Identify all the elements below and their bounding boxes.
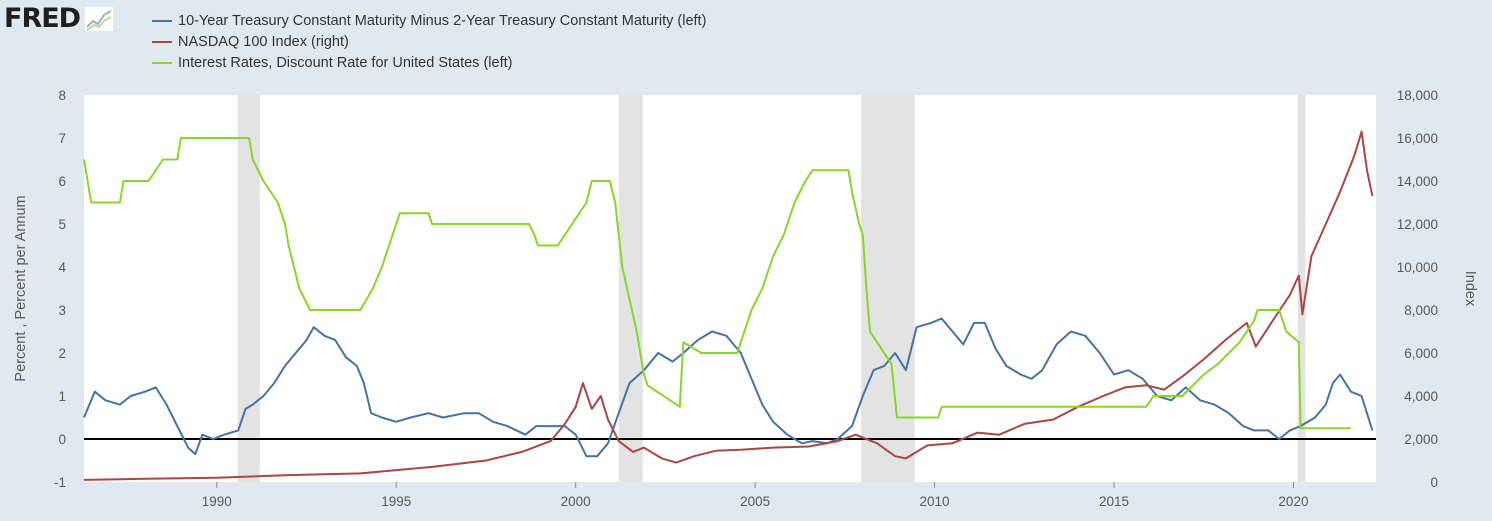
recession-band-3 <box>1297 95 1306 482</box>
legend-item-0[interactable]: 10-Year Treasury Constant Maturity Minus… <box>152 10 706 31</box>
y-tick-label-left-8: 7 <box>58 131 66 146</box>
fred-logo[interactable]: FRED <box>4 3 115 38</box>
y-tick-label-right-1: 2,000 <box>1404 432 1438 447</box>
y-tick-label-right-3: 6,000 <box>1404 346 1438 361</box>
y-tick-label-right-4: 8,000 <box>1404 303 1438 318</box>
y-axis-title-left: Percent , Percent per Annum <box>13 195 29 381</box>
y-tick-label-right-9: 18,000 <box>1397 88 1438 103</box>
x-tick-label-2: 2000 <box>561 494 591 509</box>
y-tick-label-right-6: 12,000 <box>1397 217 1438 232</box>
y-tick-label-right-2: 4,000 <box>1404 389 1438 404</box>
legend-label-0: 10-Year Treasury Constant Maturity Minus… <box>178 12 707 29</box>
legend-label-1: NASDAQ 100 Index (right) <box>178 33 349 50</box>
x-tick-label-6: 2020 <box>1278 494 1308 509</box>
y-tick-label-right-7: 14,000 <box>1397 174 1438 189</box>
x-tick-label-5: 2015 <box>1099 494 1129 509</box>
series-line-2 <box>83 137 1351 430</box>
y-tick-label-right-0: 0 <box>1430 475 1438 490</box>
y-tick-label-left-5: 4 <box>58 260 66 275</box>
plot-area <box>84 95 1376 482</box>
y-tick-label-left-1: 0 <box>58 432 66 447</box>
y-axis-title-right: Index <box>1462 271 1478 307</box>
recession-band-0 <box>237 95 260 482</box>
y-tick-label-left-2: 1 <box>58 389 66 404</box>
legend-swatch-2 <box>152 61 172 64</box>
x-tick-label-1: 1995 <box>381 494 411 509</box>
legend-swatch-1 <box>152 40 172 43</box>
legend-swatch-0 <box>152 19 172 22</box>
legend-label-2: Interest Rates, Discount Rate for United… <box>178 54 513 71</box>
fred-logo-text: FRED <box>4 3 81 34</box>
series-line-1 <box>83 130 1374 481</box>
x-tick-label-4: 2010 <box>920 494 950 509</box>
fred-chart-line-icon <box>84 6 115 32</box>
y-tick-label-left-0: -1 <box>54 475 66 490</box>
x-tick-label-0: 1990 <box>202 494 232 509</box>
y-tick-label-right-5: 10,000 <box>1397 260 1438 275</box>
legend-item-1[interactable]: NASDAQ 100 Index (right) <box>152 31 706 52</box>
y-tick-label-right-8: 16,000 <box>1397 131 1438 146</box>
recession-band-1 <box>618 95 643 482</box>
y-tick-label-left-9: 8 <box>58 88 66 103</box>
x-tick-label-3: 2005 <box>740 494 770 509</box>
legend-item-2[interactable]: Interest Rates, Discount Rate for United… <box>152 52 706 73</box>
y-tick-label-left-4: 3 <box>58 303 66 318</box>
y-tick-label-left-7: 6 <box>58 174 66 189</box>
y-tick-label-left-6: 5 <box>58 217 66 232</box>
y-tick-label-left-3: 2 <box>58 346 66 361</box>
legend: 10-Year Treasury Constant Maturity Minus… <box>152 10 706 73</box>
recession-band-2 <box>860 95 915 482</box>
